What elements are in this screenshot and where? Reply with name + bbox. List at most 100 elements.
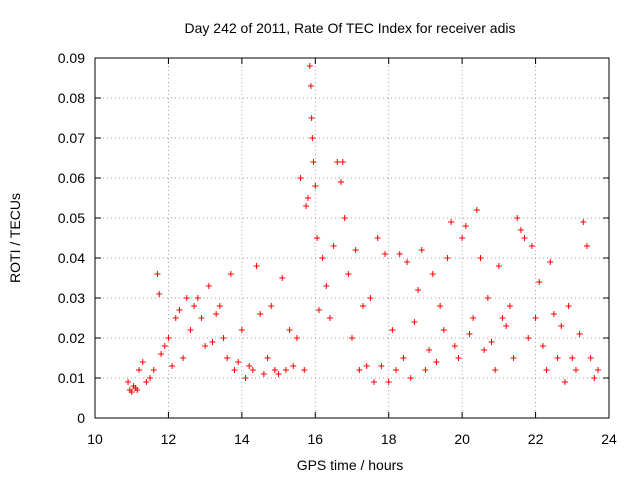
data-point [594, 367, 601, 373]
data-point [473, 207, 480, 213]
data-point [455, 355, 462, 361]
x-axis-ticks: 10 12 14 16 18 20 22 24 [87, 58, 617, 447]
data-point [310, 159, 317, 165]
data-point [249, 367, 256, 373]
data-point [583, 243, 590, 249]
data-point [389, 327, 396, 333]
data-point [314, 235, 321, 241]
data-point [220, 335, 227, 341]
data-point [576, 331, 583, 337]
x-tick-label: 22 [528, 431, 544, 447]
data-point [301, 367, 308, 373]
data-point [205, 283, 212, 289]
data-point [306, 63, 313, 69]
data-point [459, 235, 466, 241]
data-point [286, 327, 293, 333]
data-point [147, 375, 154, 381]
data-point [282, 367, 289, 373]
data-point [139, 359, 146, 365]
data-point [550, 311, 557, 317]
data-point [345, 271, 352, 277]
data-point [180, 355, 187, 361]
data-point [224, 355, 231, 361]
data-point [227, 271, 234, 277]
data-point [587, 355, 594, 361]
data-point [349, 335, 355, 341]
data-point [191, 303, 198, 309]
data-point [158, 351, 165, 357]
data-point [356, 367, 363, 373]
data-point [554, 355, 561, 361]
data-point [315, 307, 322, 313]
data-point [260, 371, 267, 377]
data-point [385, 379, 392, 385]
data-point [400, 355, 407, 361]
data-point [429, 271, 436, 277]
data-points [125, 63, 601, 395]
data-point [492, 367, 499, 373]
data-point [352, 247, 359, 253]
y-tick-label: 0.09 [58, 50, 85, 66]
data-point [334, 159, 341, 165]
data-point [183, 295, 190, 301]
data-point [536, 279, 543, 285]
chart-title: Day 242 of 2011, Rate Of TEC Index for r… [185, 20, 516, 36]
data-point [242, 375, 249, 381]
data-point [216, 303, 223, 309]
data-point [176, 307, 183, 313]
data-point [128, 389, 135, 395]
data-point [367, 295, 374, 301]
data-point [198, 315, 205, 321]
data-point [253, 263, 260, 269]
data-point [134, 387, 141, 393]
data-point [304, 195, 311, 201]
y-tick-label: 0.02 [58, 330, 85, 346]
data-point [565, 303, 572, 309]
data-point [580, 219, 587, 225]
y-tick-label: 0.08 [58, 90, 85, 106]
y-tick-label: 0 [77, 410, 85, 426]
x-tick-label: 10 [87, 431, 103, 447]
data-point [382, 251, 389, 257]
data-point [404, 259, 411, 265]
data-point [407, 375, 414, 381]
data-point [312, 183, 319, 189]
plot-frame [94, 57, 610, 419]
data-point [156, 291, 163, 297]
data-point [307, 83, 314, 89]
data-point [275, 371, 282, 377]
data-point [466, 331, 473, 337]
data-point [326, 315, 333, 321]
data-point [470, 315, 477, 321]
data-point [187, 327, 194, 333]
data-point [235, 359, 242, 365]
data-point [503, 323, 510, 329]
data-point [238, 327, 245, 333]
data-point [150, 367, 157, 373]
data-point [591, 375, 598, 381]
data-point [330, 243, 337, 249]
data-point [231, 367, 238, 373]
data-point [194, 295, 201, 301]
data-point [246, 363, 253, 369]
data-point [371, 379, 378, 385]
data-point [481, 347, 488, 353]
data-point [547, 259, 554, 265]
y-tick-label: 0.04 [58, 250, 85, 266]
data-point [169, 363, 176, 369]
data-point [437, 303, 444, 309]
data-point [143, 379, 150, 385]
y-tick-label: 0.05 [58, 210, 85, 226]
data-point [297, 175, 304, 181]
data-point [488, 339, 495, 345]
data-point [462, 223, 469, 229]
data-point [393, 367, 400, 373]
data-point [569, 355, 576, 361]
data-point [309, 135, 316, 141]
data-point [558, 323, 565, 329]
data-point [517, 227, 524, 233]
data-point [172, 315, 179, 321]
data-point [444, 255, 451, 261]
data-point [477, 255, 484, 261]
y-tick-label: 0.01 [58, 370, 85, 386]
